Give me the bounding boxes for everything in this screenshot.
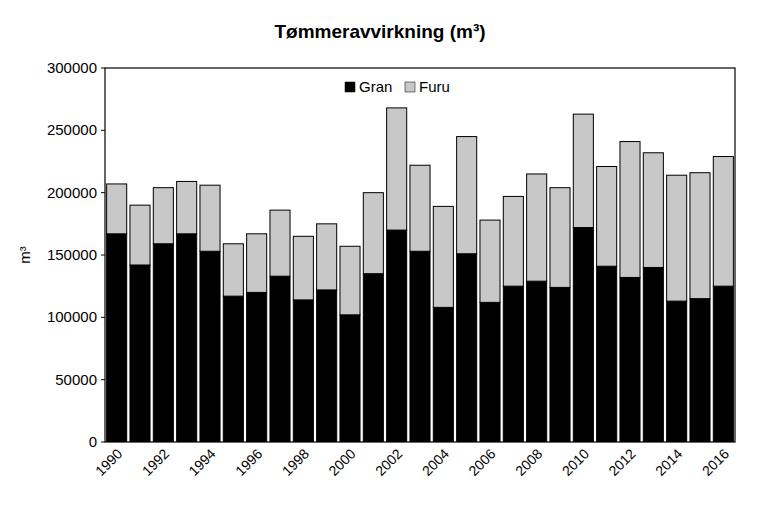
bar <box>293 300 313 442</box>
y-tick-label: 150000 <box>47 246 97 263</box>
bar <box>270 276 290 442</box>
bar <box>410 251 430 442</box>
bar <box>620 142 640 278</box>
y-tick <box>101 442 105 443</box>
bar <box>433 206 453 307</box>
x-tick-label: 2014 <box>652 445 685 478</box>
bar <box>643 153 663 268</box>
bar <box>200 185 220 251</box>
bar <box>457 137 477 254</box>
bar <box>457 254 477 442</box>
bar <box>620 277 640 442</box>
y-tick-label: 300000 <box>47 59 97 76</box>
y-tick <box>101 68 105 69</box>
bar <box>317 224 337 290</box>
x-tick-label: 2016 <box>699 445 732 478</box>
bar <box>153 188 173 244</box>
bar <box>597 166 617 266</box>
legend: Gran Furu <box>345 78 450 95</box>
bar <box>550 188 570 288</box>
y-tick-label: 200000 <box>47 184 97 201</box>
y-tick-label: 0 <box>89 433 97 450</box>
bar <box>503 286 523 442</box>
x-tick-label: 2002 <box>372 445 405 478</box>
bar <box>153 244 173 442</box>
bar <box>503 196 523 286</box>
legend-swatch <box>405 82 415 92</box>
bar <box>293 236 313 300</box>
y-tick-label: 50000 <box>55 371 97 388</box>
plot-frame <box>105 68 735 442</box>
bar <box>387 230 407 442</box>
y-tick-label: 250000 <box>47 121 97 138</box>
x-tick-label: 2008 <box>512 445 545 478</box>
bar <box>573 114 593 227</box>
bar <box>480 302 500 442</box>
x-tick-label: 1990 <box>92 445 125 478</box>
y-axis-label: m³ <box>16 246 33 264</box>
y-tick-label: 100000 <box>47 308 97 325</box>
x-tick-label: 2006 <box>465 445 498 478</box>
bar <box>340 246 360 315</box>
bar <box>200 251 220 442</box>
bar <box>340 315 360 442</box>
bar <box>317 290 337 442</box>
x-tick-label: 2010 <box>559 445 592 478</box>
bar <box>363 274 383 442</box>
bar <box>550 287 570 442</box>
bar <box>667 301 687 442</box>
bar <box>527 174 547 281</box>
bar <box>363 193 383 274</box>
x-tick-label: 1996 <box>232 445 265 478</box>
bar <box>433 307 453 442</box>
bar <box>713 286 733 442</box>
bar <box>643 267 663 442</box>
bar <box>713 157 733 287</box>
x-tick-label: 1992 <box>139 445 172 478</box>
y-tick <box>101 192 105 193</box>
y-tick <box>101 317 105 318</box>
bars <box>107 108 734 442</box>
y-tick <box>101 255 105 256</box>
x-tick-label: 1998 <box>279 445 312 478</box>
y-tick <box>101 379 105 380</box>
bar <box>480 220 500 302</box>
bar <box>177 234 197 442</box>
bar <box>107 184 127 234</box>
bar <box>247 234 267 293</box>
bar <box>573 228 593 442</box>
bar <box>527 281 547 442</box>
bar <box>410 165 430 251</box>
bar <box>690 299 710 442</box>
bar <box>223 244 243 296</box>
x-tick-label: 1994 <box>185 445 218 478</box>
bar <box>107 234 127 442</box>
legend-swatch <box>345 82 355 92</box>
bar <box>223 296 243 442</box>
bar <box>270 210 290 276</box>
legend-label: Gran <box>359 78 392 95</box>
bar <box>177 181 197 233</box>
bar <box>597 266 617 442</box>
x-tick-label: 2000 <box>325 445 358 478</box>
title: Tømmeravvirkning (m³) <box>274 21 485 42</box>
x-tick-label: 2012 <box>605 445 638 478</box>
legend-label: Furu <box>419 78 450 95</box>
bar <box>130 205 150 265</box>
bar <box>690 173 710 299</box>
y-tick <box>101 130 105 131</box>
chart: Tømmeravvirkning (m³) m³ 0 50000 100000 15000… <box>0 0 757 524</box>
bar <box>667 175 687 301</box>
bar <box>130 265 150 442</box>
bar <box>387 108 407 230</box>
x-tick-label: 2004 <box>419 445 452 478</box>
bar <box>247 292 267 442</box>
